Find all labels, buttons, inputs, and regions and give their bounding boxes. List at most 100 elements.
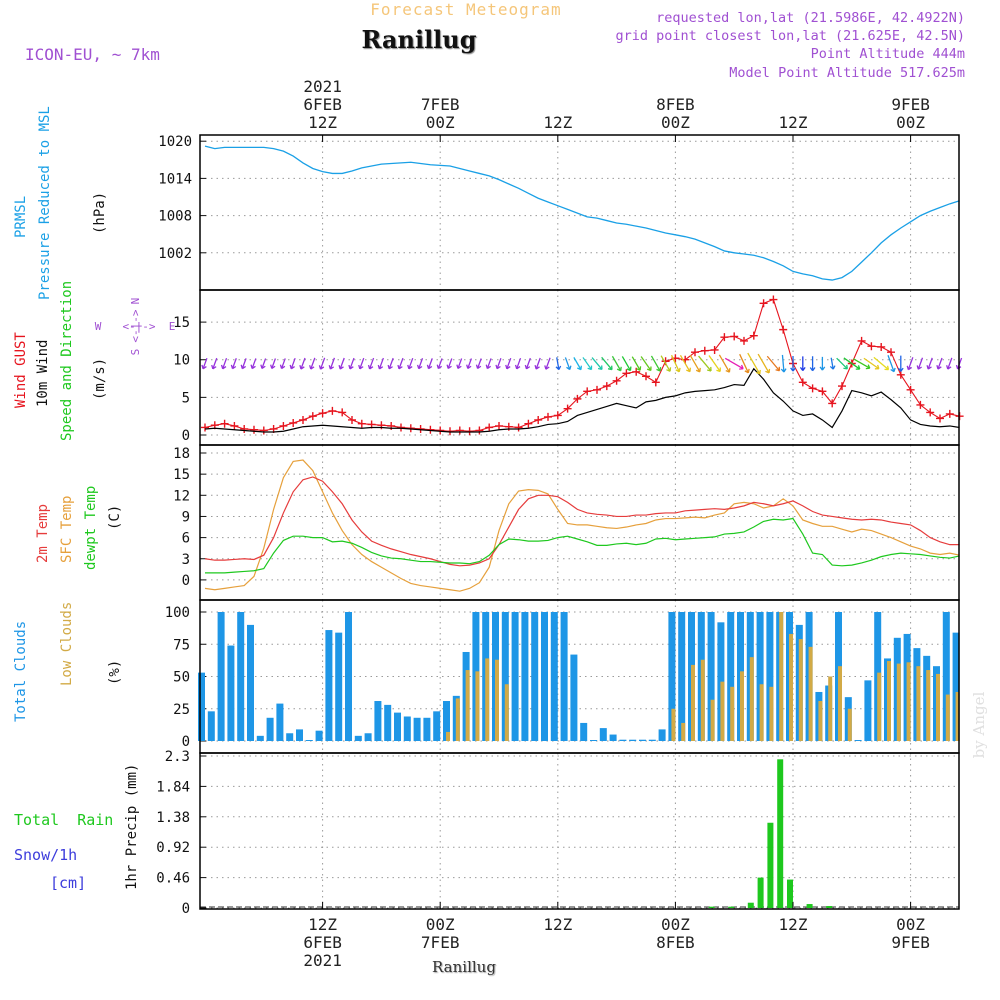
wind-direction-arrow [260, 358, 267, 370]
wind-direction-arrow [621, 356, 632, 372]
gust-point [798, 378, 807, 387]
wind-direction-arrow [739, 353, 750, 374]
panel-frame-5 [199, 752, 960, 910]
temp-tick-label: 12 [173, 488, 190, 504]
gust-point [495, 421, 503, 430]
total-cloud-bar [639, 739, 646, 741]
wind-direction-arrow [495, 358, 502, 370]
precip-bar [747, 902, 754, 908]
ms-unit-label: (m/s) [92, 358, 108, 400]
low-cloud-bar [945, 694, 950, 741]
compass-west: W [95, 320, 102, 333]
total-cloud-bar [599, 728, 607, 741]
top-axis-hour: 12Z [308, 113, 337, 132]
top-axis-hour: 12Z [779, 113, 808, 132]
wind-direction-arrow [780, 354, 787, 373]
gust-point [700, 346, 709, 355]
wind-direction-arrow [829, 357, 836, 370]
gust-point [906, 385, 915, 394]
wind-direction-arrow [936, 357, 943, 370]
total-cloud-bar [570, 654, 578, 741]
wind-direction-arrow [873, 356, 890, 371]
top-axis-date: 8FEB [656, 95, 695, 114]
total-cloud-bar [590, 740, 597, 741]
total-cloud-bar [629, 739, 637, 741]
clouds-tick-label: 50 [173, 670, 190, 686]
gust-point [240, 424, 249, 433]
wind-direction-arrow [863, 357, 880, 370]
gust-point [455, 426, 464, 435]
low-cloud-bar [828, 676, 833, 741]
gust-point [759, 299, 768, 308]
station-title: Ranillug [361, 25, 476, 54]
gust-point [818, 387, 827, 396]
total-cloud-bar [423, 717, 431, 741]
bottom-axis-date: 6FEB [303, 933, 342, 952]
wind-direction-arrow [660, 355, 672, 372]
wind-direction-arrow [524, 357, 531, 370]
total-cloud-bar [580, 722, 588, 741]
gust-point [553, 411, 562, 420]
low-cloud-bar [779, 612, 784, 741]
total-cloud-bar [276, 703, 284, 741]
compass-arrow-h: <-|-> [122, 320, 155, 333]
wind-tick-label: 0 [182, 428, 190, 444]
low-cloud-bar [798, 639, 803, 741]
wind-direction-arrow [853, 358, 871, 370]
wind-tick-label: 10 [173, 353, 190, 369]
gust-point [563, 404, 572, 413]
gust-point [328, 406, 337, 415]
wind-direction-arrow [897, 355, 904, 372]
total-cloud-bar [609, 734, 617, 741]
clouds-tick-label: 25 [173, 702, 190, 718]
low-cloud-bar [671, 708, 676, 741]
wind-direction-arrow [564, 357, 572, 371]
total-cloud-bar [952, 632, 960, 741]
total-cloud-bar [756, 612, 764, 741]
wind-direction-arrow [289, 357, 296, 370]
total-cloud-bar [364, 733, 372, 741]
low-cloud-bar [847, 708, 852, 741]
precip-tick-label: 0 [182, 901, 190, 917]
temp-tick-label: 0 [182, 573, 190, 589]
wind-tick-label: 15 [173, 315, 190, 331]
panel-frame-3 [199, 444, 960, 601]
cm-unit-label: [cm] [50, 874, 86, 892]
gust-point [769, 295, 778, 304]
bottom-axis-hour: 12Z [779, 915, 808, 934]
total-rain-label: Total Rain [14, 811, 113, 829]
wind-direction-arrow [358, 357, 365, 370]
total-cloud-bar [354, 735, 362, 741]
gust-point [250, 425, 258, 434]
wind-direction-arrow [475, 358, 482, 370]
gust-point [544, 412, 552, 421]
hpa-unit-label: (hPa) [92, 192, 108, 234]
wind-gust-label: Wind GUST [13, 332, 29, 408]
bottom-axis-hour: 12Z [543, 915, 572, 934]
top-axis-hour: 00Z [661, 113, 690, 132]
dewpt-temp-label: dewpt Temp [83, 486, 99, 570]
pct-unit-label: (%) [107, 660, 123, 685]
gust-point [691, 348, 699, 357]
temp-tick-label: 6 [182, 531, 190, 547]
wind-direction-arrow [809, 356, 816, 372]
wind-direction-arrow [299, 357, 306, 370]
gust-point [338, 408, 347, 417]
wind-direction-arrow [544, 357, 551, 370]
total-cloud-bar [237, 612, 245, 741]
low-cloud-bar [681, 722, 686, 741]
low-cloud-bar [936, 673, 940, 741]
wind-speed-line [204, 367, 960, 433]
wind-direction-arrow [505, 357, 512, 370]
top-axis-date: 6FEB [303, 95, 342, 114]
low-cloud-bar [789, 633, 793, 741]
requested-coords: requested lon,lat (21.5986E, 42.4922N) [656, 10, 965, 26]
top-axis-hour: 12Z [543, 113, 572, 132]
wind-direction-arrow [946, 357, 953, 370]
low-cloud-bar [465, 670, 470, 741]
grid-point-coords: grid point closest lon,lat (21.625E, 42.… [616, 28, 966, 44]
wind-direction-arrow [843, 357, 861, 370]
precip-bar [757, 877, 764, 908]
total-cloud-bar [394, 712, 401, 741]
watermark: by Angel [970, 691, 988, 758]
